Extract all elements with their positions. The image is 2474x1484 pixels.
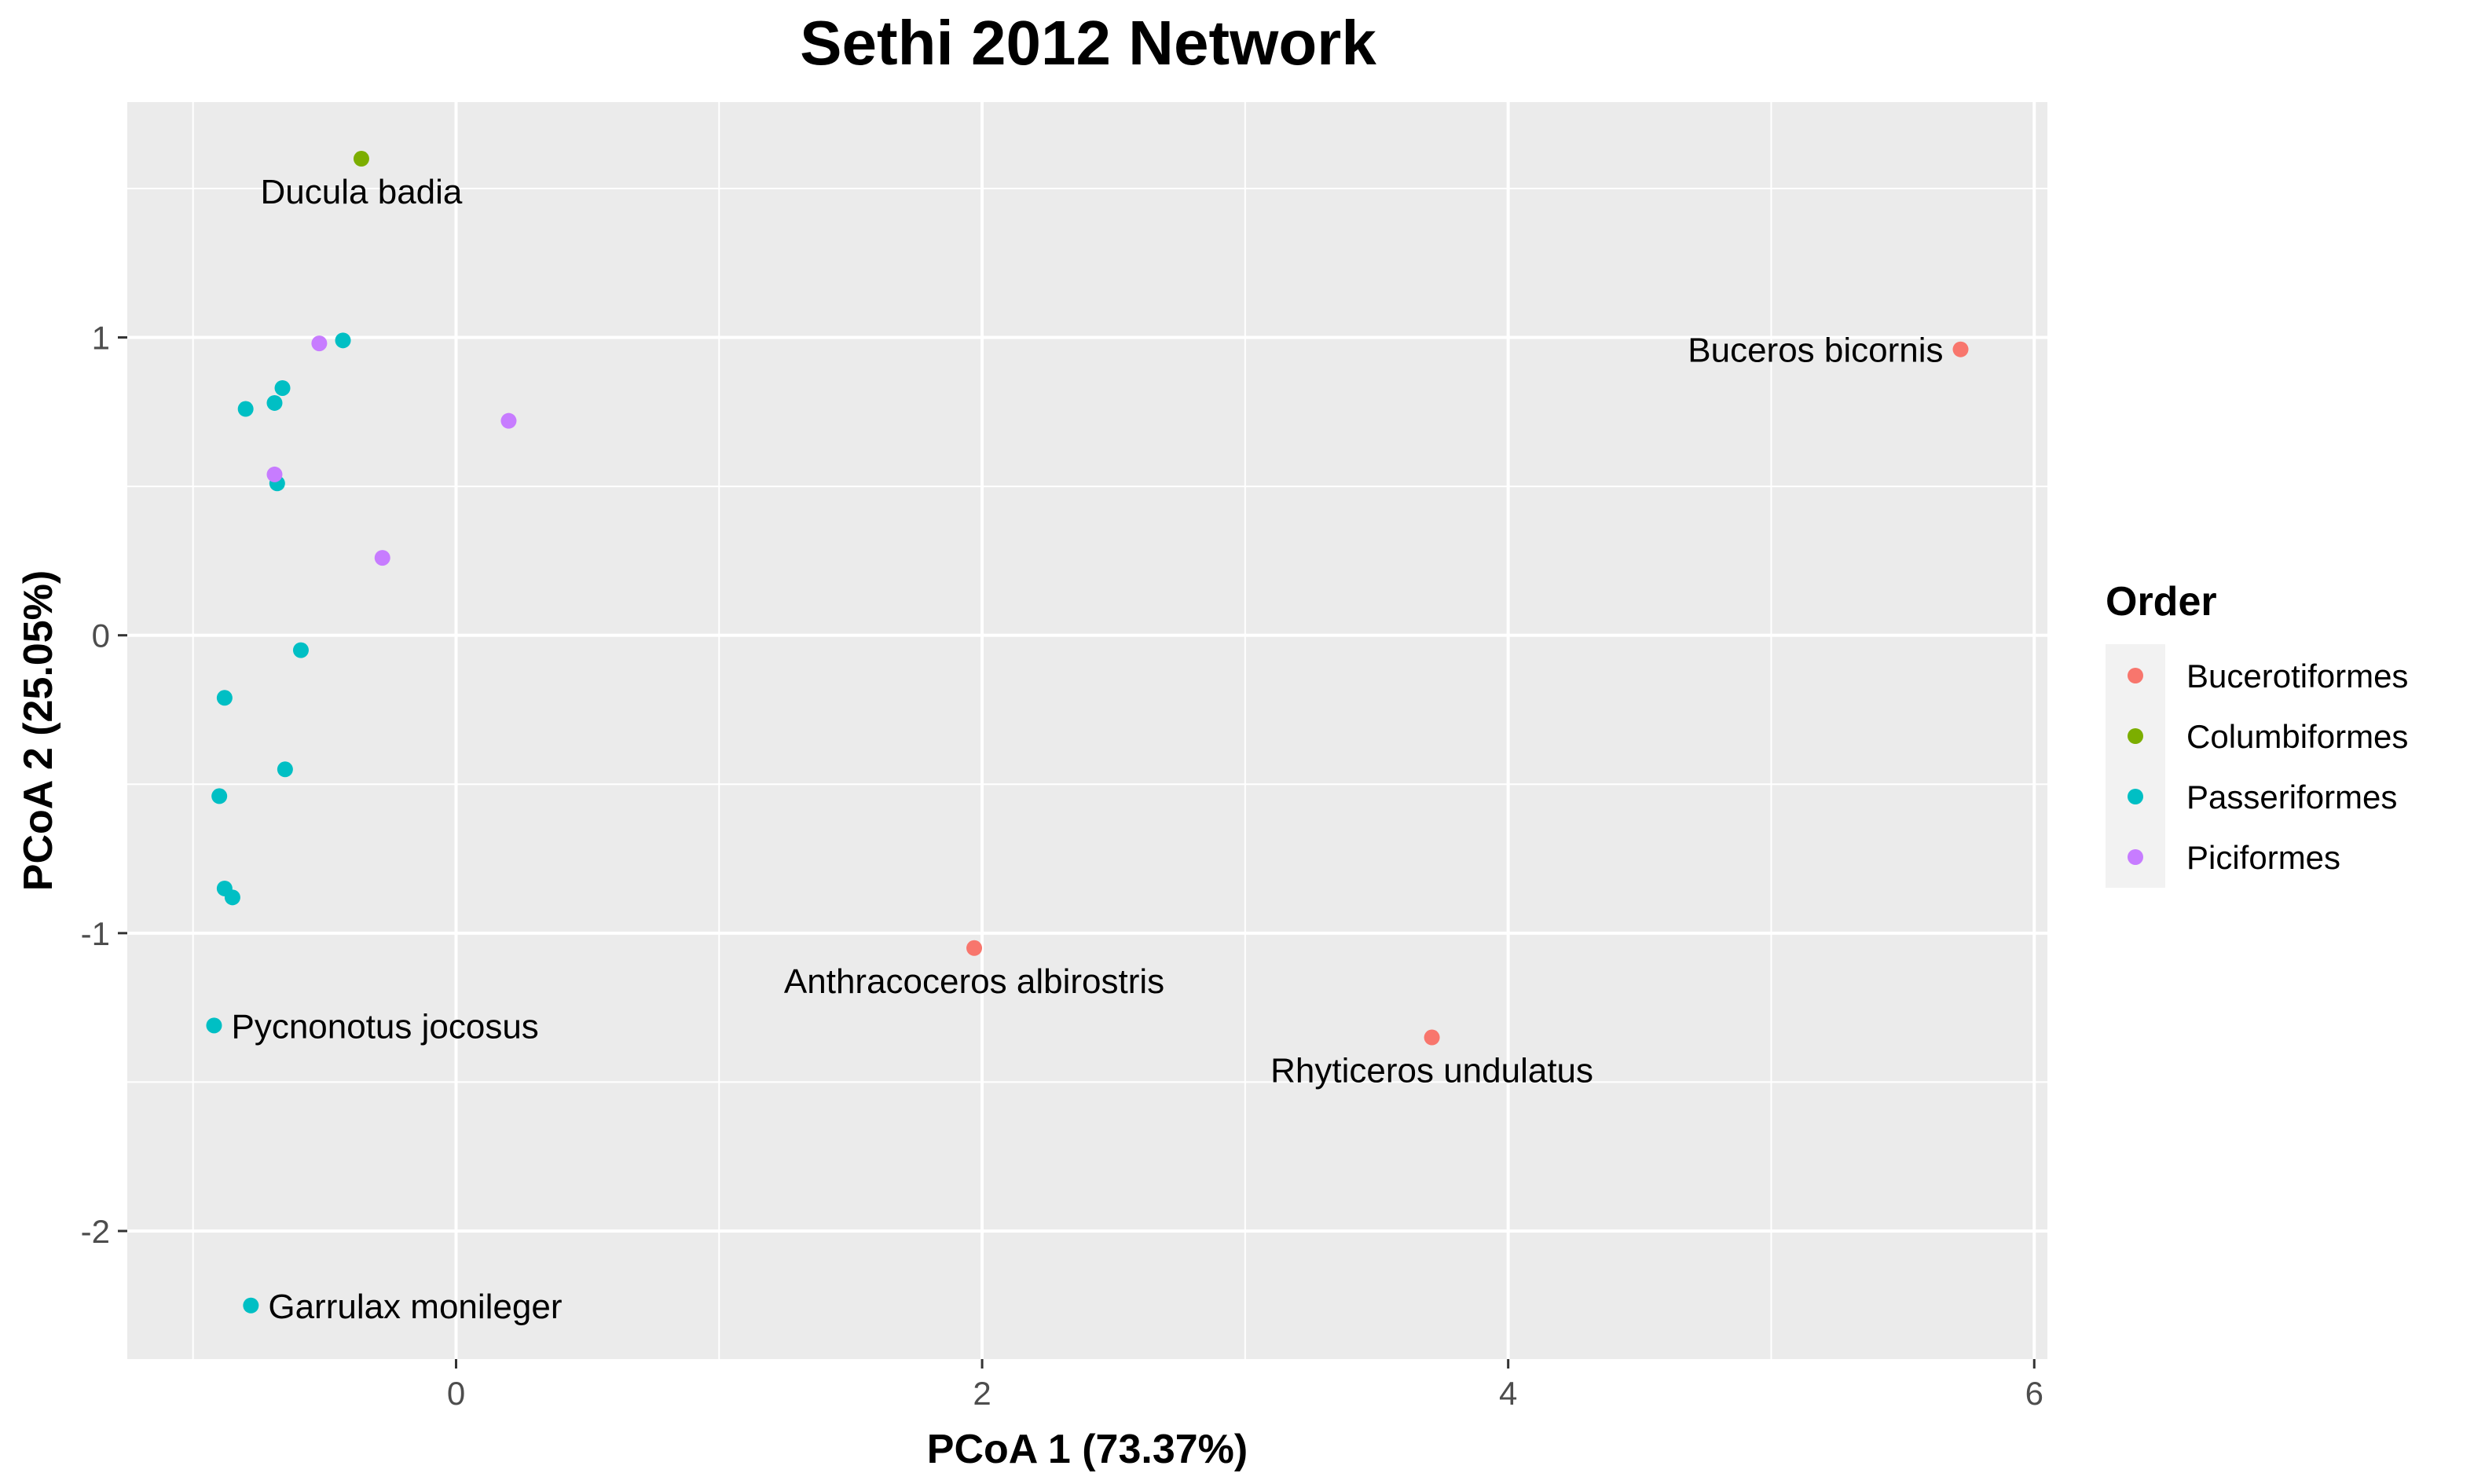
legend-entries: Bucerotiformes Columbiformes Passeriformes… [2128,658,2408,876]
data-point [311,335,328,352]
y-axis-ticks: -2 -1 0 1 [81,320,127,1250]
data-point [1952,341,1969,357]
data-point [374,550,390,566]
data-point [211,788,228,804]
plot-panel [127,102,2047,1359]
point-label: Anthracoceros albirostris [784,962,1164,1001]
data-point [243,1297,259,1314]
y-tick-label: -2 [81,1213,110,1250]
legend-key [2128,789,2143,804]
chart-title: Sethi 2012 Network [800,8,1376,78]
point-label: Ducula badia [261,173,463,211]
data-points [206,151,1969,1314]
x-tick-label: 2 [973,1375,991,1412]
point-label: Garrulax monileger [268,1288,562,1326]
data-point [500,412,517,429]
data-point [237,401,254,417]
grid-minor [127,102,2047,1359]
x-tick-label: 4 [1499,1375,1517,1412]
data-point [277,761,293,778]
data-point [292,642,309,658]
point-label: Rhyticeros undulatus [1270,1052,1593,1090]
data-point [266,466,283,482]
legend-title: Order [2106,579,2217,625]
data-point [274,379,291,396]
y-axis-title: PCoA 2 (25.05%) [16,570,61,891]
grid-major [127,102,2047,1359]
legend-key-background [2106,644,2165,888]
legend-label: Passeriformes [2186,779,2397,815]
data-point [224,889,240,906]
point-label: Pycnonotus jocosus [231,1007,538,1046]
data-point [206,1017,222,1034]
data-point [216,690,233,706]
point-labels: Buceros bicornis Anthracoceros albirostri… [231,173,1943,1326]
legend-key [2128,728,2143,744]
x-tick-label: 6 [2025,1375,2043,1412]
y-tick-label: -1 [81,915,110,952]
legend: Order Bucerotiformes Columbiformes Passeri… [2106,579,2408,888]
data-point [966,940,983,956]
point-label: Buceros bicornis [1688,332,1943,370]
x-tick-label: 0 [447,1375,465,1412]
y-tick-label: 0 [92,617,110,654]
x-axis-ticks: 0 2 4 6 [447,1359,2043,1412]
legend-key [2128,668,2143,683]
legend-key [2128,849,2143,865]
data-point [1424,1029,1440,1046]
legend-label: Piciformes [2186,839,2340,876]
x-axis-title: PCoA 1 (73.37%) [927,1427,1248,1472]
data-point [353,151,369,167]
data-point [266,394,283,411]
legend-label: Columbiformes [2186,718,2408,755]
y-tick-label: 1 [92,320,110,357]
legend-label: Bucerotiformes [2186,658,2408,694]
data-point [335,332,351,349]
